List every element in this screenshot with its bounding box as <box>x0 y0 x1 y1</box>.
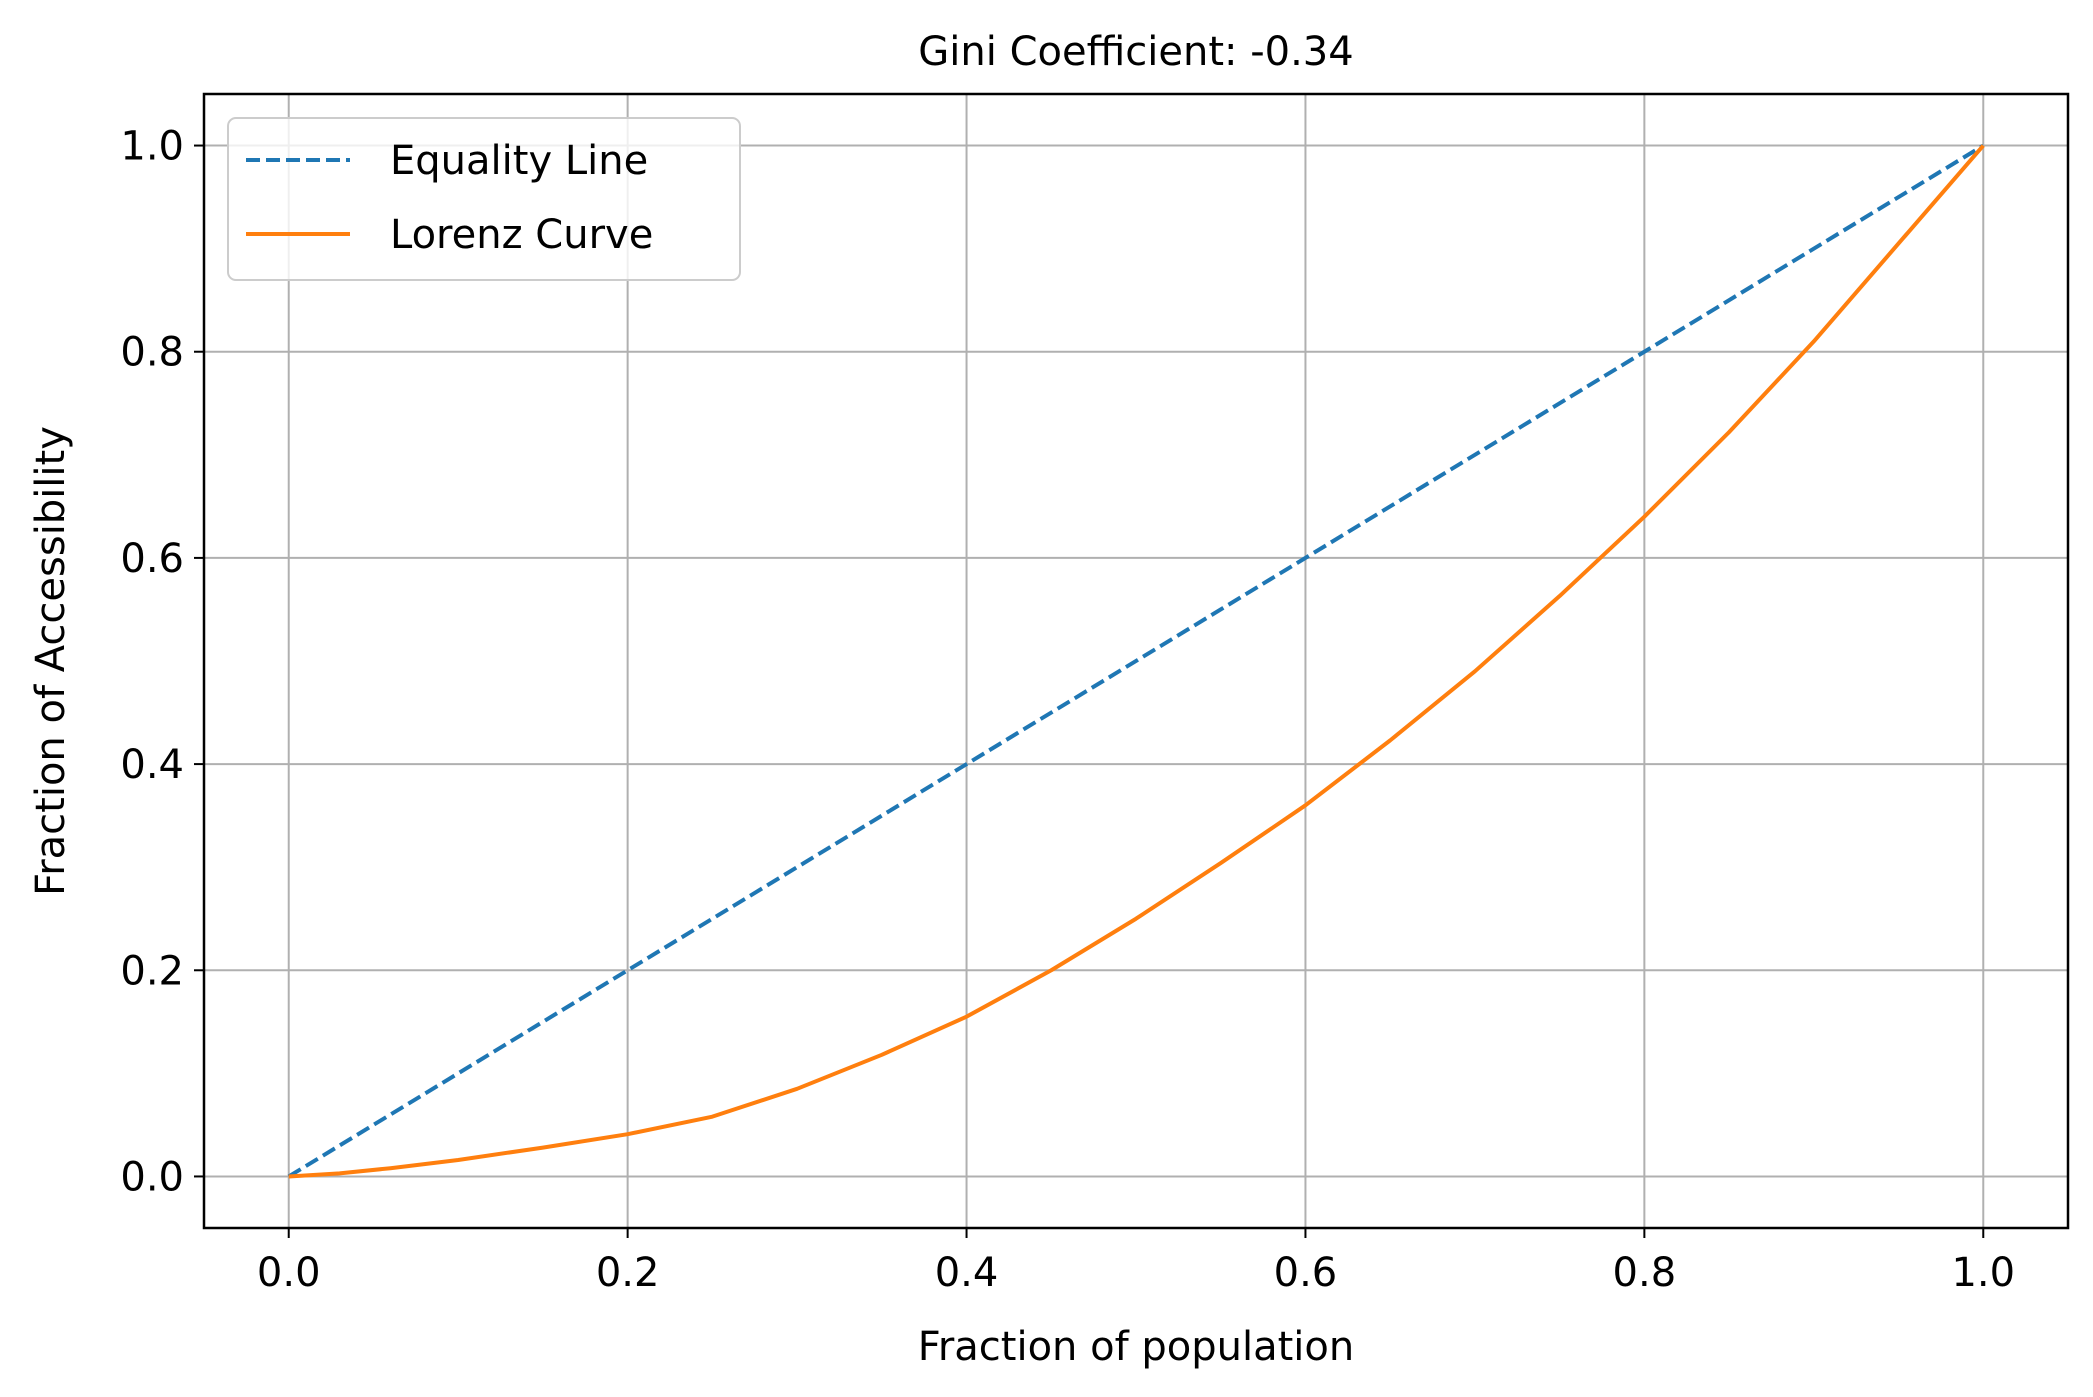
legend-label-lorenz-curve: Lorenz Curve <box>390 212 653 258</box>
y-tick-label-1: 0.2 <box>120 948 184 994</box>
tick-labels: 0.0 0.2 0.4 0.6 0.8 1.0 0.0 0.2 0.4 0.6 0.8 1.0 <box>120 124 2015 1296</box>
y-tick-label-3: 0.6 <box>120 536 184 582</box>
legend-label-equality-line: Equality Line <box>390 138 648 184</box>
x-tick-label-4: 0.8 <box>1613 1250 1677 1296</box>
x-tick-label-2: 0.4 <box>935 1250 999 1296</box>
x-axis-label: Fraction of population <box>918 1324 1355 1370</box>
x-tick-label-1: 0.2 <box>596 1250 660 1296</box>
legend-box <box>227 117 741 281</box>
y-tick-label-2: 0.4 <box>120 742 184 788</box>
plot-frame <box>202 92 2070 1230</box>
x-tick-label-3: 0.6 <box>1274 1250 1338 1296</box>
series-line-equality-line <box>287 143 1985 1179</box>
y-tick-label-0: 0.0 <box>120 1154 184 1200</box>
tick-marks <box>194 144 1985 1238</box>
series-layer <box>287 143 1985 1179</box>
grid-lines <box>204 94 2068 1228</box>
legend: Equality Line Lorenz Curve <box>227 117 741 281</box>
y-axis-label: Fraction of Accessibility <box>28 426 74 896</box>
chart-title: Gini Coefficient: -0.34 <box>918 29 1353 75</box>
x-tick-label-0: 0.0 <box>257 1250 321 1296</box>
y-tick-label-5: 1.0 <box>120 124 184 170</box>
series-line-lorenz-curve <box>288 144 1985 1179</box>
x-tick-label-5: 1.0 <box>1951 1250 2015 1296</box>
y-tick-label-4: 0.8 <box>120 330 184 376</box>
